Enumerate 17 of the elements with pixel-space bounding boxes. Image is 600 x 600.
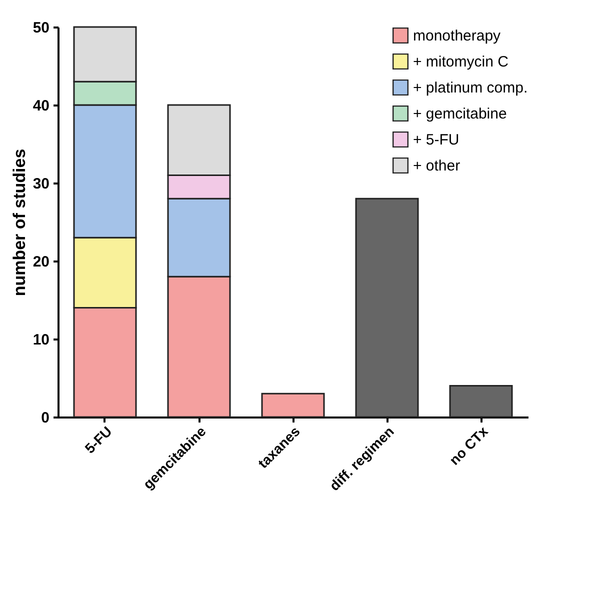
legend-label: + gemcitabine bbox=[413, 106, 507, 122]
y-tick-label: 40 bbox=[32, 98, 50, 114]
y-tick-label: 10 bbox=[32, 332, 50, 348]
x-tick-label: no CTx bbox=[446, 422, 492, 468]
legend-label: + other bbox=[413, 158, 460, 174]
bar bbox=[449, 385, 513, 418]
y-tick-label: 50 bbox=[32, 20, 50, 36]
y-tick-label: 20 bbox=[32, 254, 50, 270]
legend-label: monotherapy bbox=[413, 28, 502, 44]
legend-label: + mitomycin C bbox=[413, 54, 509, 70]
bar bbox=[261, 392, 325, 418]
y-tick-label: 0 bbox=[41, 410, 50, 426]
y-axis-title: number of studies bbox=[10, 148, 29, 296]
legend-label: + 5-FU bbox=[413, 132, 460, 148]
y-tick-label: 30 bbox=[32, 176, 50, 192]
bar bbox=[355, 198, 419, 418]
legend-label: + platinum comp. bbox=[413, 80, 528, 96]
